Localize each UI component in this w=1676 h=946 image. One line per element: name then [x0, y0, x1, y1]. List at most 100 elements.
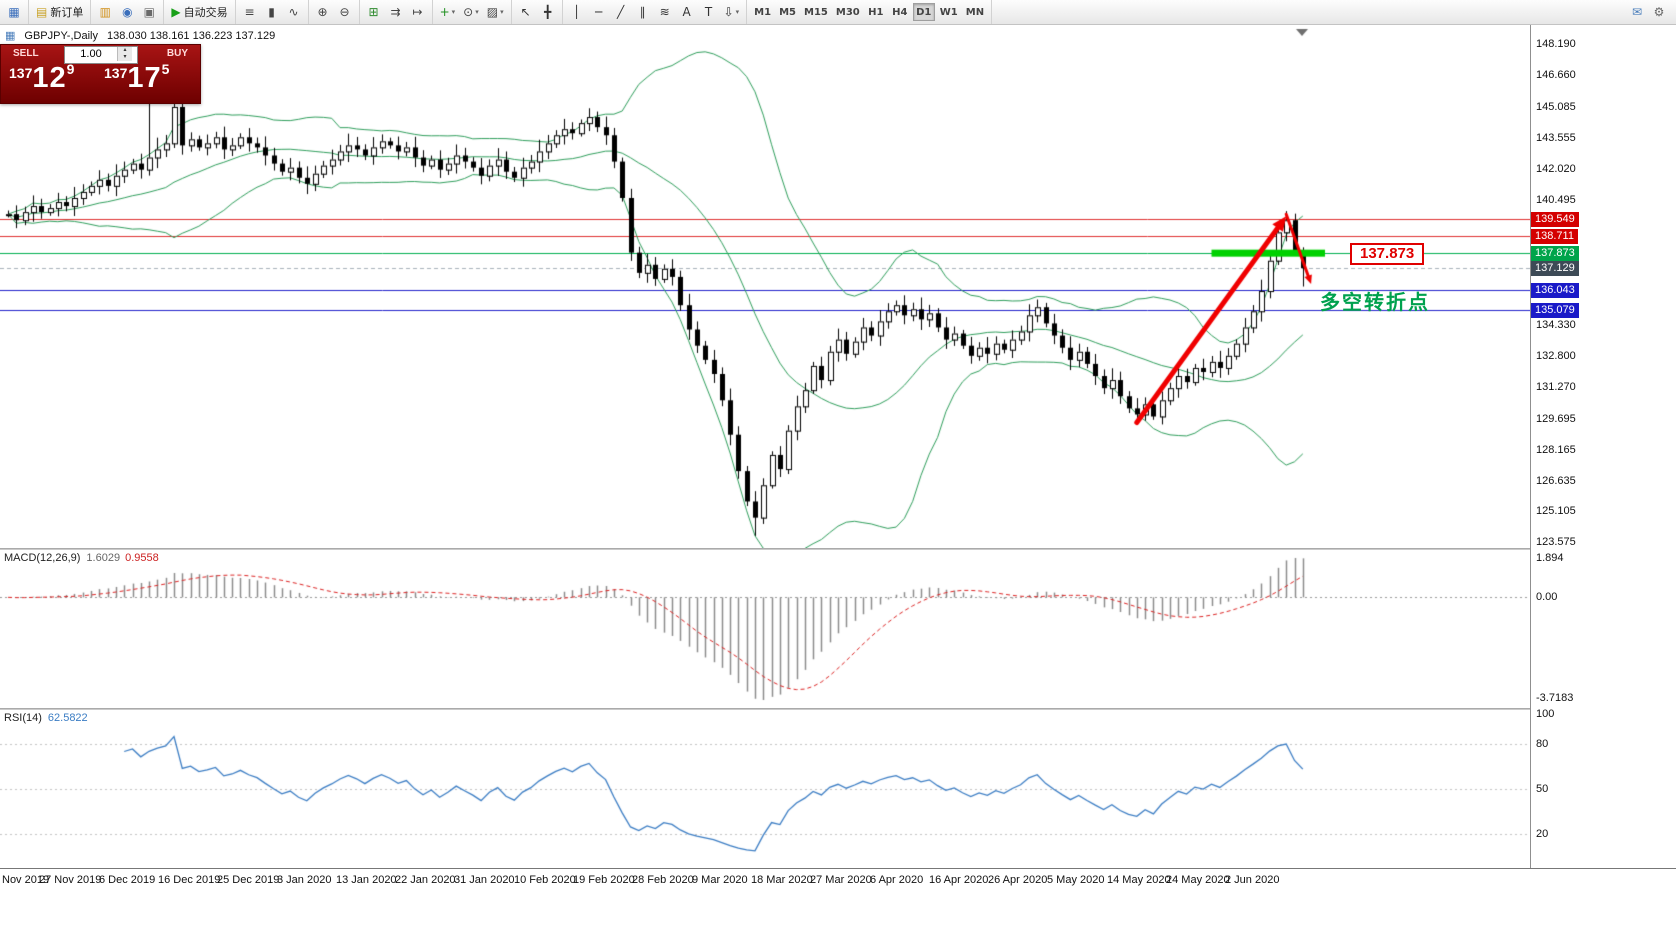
turning-point-label[interactable]: 多空转折点: [1320, 292, 1430, 314]
autotrading-button-label: 自动交易: [183, 7, 228, 19]
tile-windows-icon-glyph: ⊞: [368, 5, 379, 19]
rsi-scale-label: 50: [1536, 783, 1549, 795]
templates-icon-glyph: ▨: [486, 5, 499, 19]
rsi-scale-label: 80: [1536, 738, 1549, 750]
main-toolbar: ▦ ▤ 新订单 ▥ ◉ ▣ ▶ 自动交易 ≡ ▮ ∿ ⊕ ⊖ ⊞ ⇉ ↦ + ▾ ⊙ ▾ ▨ ▾ ↖ ╋ │ ─ ╱ ∥ ≋ A T ⇩ ▾ M1…: [0, 0, 1676, 25]
new-chart-icon[interactable]: ▦: [4, 2, 24, 22]
timeframe-button-h4[interactable]: H4: [889, 3, 911, 21]
autotrading-button[interactable]: ▶ 自动交易: [168, 2, 230, 22]
trade-panel-header: SELL ▴ ▾ BUY: [1, 45, 200, 64]
auto-scroll-icon[interactable]: ⇉: [386, 2, 406, 22]
label-icon[interactable]: T: [699, 2, 719, 22]
date-label: 25 Dec 2019: [217, 874, 280, 886]
tile-windows-icon[interactable]: ⊞: [364, 2, 384, 22]
date-label: 24 May 2020: [1166, 874, 1230, 886]
channel-icon[interactable]: ∥: [633, 2, 653, 22]
templates-icon[interactable]: ▨ ▾: [484, 2, 507, 22]
volume-input[interactable]: [65, 47, 117, 61]
volume-increase-button[interactable]: ▴: [117, 47, 132, 54]
timeframe-toolbar: M1 M5 M15 M30 H1 H4 D1 W1 MN: [747, 0, 993, 24]
date-label: 27 Mar 2020: [810, 874, 872, 886]
volume-field[interactable]: ▴ ▾: [64, 46, 138, 64]
sell-button[interactable]: 137129: [9, 61, 74, 95]
horizontal-line-icon[interactable]: ─: [589, 2, 609, 22]
chat-icon[interactable]: ✉: [1627, 2, 1647, 22]
price-scale-label: 145.085: [1536, 101, 1576, 114]
price-scale-label: 123.575: [1536, 536, 1576, 549]
toolbar-group: + ▾ ⊙ ▾ ▨ ▾: [433, 0, 512, 24]
date-label: 10 Feb 2020: [514, 874, 576, 886]
indicators-icon[interactable]: + ▾: [437, 2, 459, 22]
buy-button[interactable]: 137175: [104, 61, 169, 95]
buy-label: BUY: [166, 48, 188, 59]
terminal-icon[interactable]: ▣: [139, 2, 159, 22]
date-label: 9 Mar 2020: [692, 874, 748, 886]
macd-scale-label: 1.894: [1536, 552, 1564, 564]
rsi-indicator-label: RSI(14) 62.5822: [4, 712, 88, 724]
timeframe-button-m1[interactable]: M1: [751, 3, 774, 21]
text-icon[interactable]: A: [677, 2, 697, 22]
vertical-line-icon-glyph: │: [572, 5, 581, 19]
macd-panel-separator[interactable]: [0, 548, 1676, 550]
date-label: 16 Apr 2020: [929, 874, 989, 886]
settings-icon[interactable]: ⚙: [1649, 2, 1669, 22]
price-scale-label: 132.800: [1536, 349, 1576, 362]
timeframe-button-mn[interactable]: MN: [963, 3, 987, 21]
zoom-in-icon-glyph: ⊕: [317, 5, 328, 19]
macd-canvas[interactable]: [0, 550, 1530, 708]
timeframe-button-h1[interactable]: H1: [865, 3, 887, 21]
timeframe-button-m5[interactable]: M5: [776, 3, 799, 21]
volume-decrease-button[interactable]: ▾: [117, 54, 132, 61]
dropdown-caret-icon: ▾: [500, 8, 504, 16]
bars-chart-icon[interactable]: ≡: [240, 2, 260, 22]
price-scale-label: 143.555: [1536, 132, 1576, 145]
line-chart-icon[interactable]: ∿: [284, 2, 304, 22]
crosshair-icon-glyph: ╋: [543, 5, 552, 19]
price-scale-label: 128.165: [1536, 443, 1576, 456]
chart-shift-icon[interactable]: ↦: [408, 2, 428, 22]
timeframe-button-m30[interactable]: M30: [833, 3, 863, 21]
text-icon-glyph: A: [682, 5, 691, 19]
price-scale-label: 148.190: [1536, 38, 1576, 51]
macd-main-value: 1.6029: [86, 552, 121, 564]
shapes-icon[interactable]: ⇩ ▾: [721, 2, 743, 22]
rsi-scale-label: 20: [1536, 828, 1549, 840]
timeframe-button-m15[interactable]: M15: [801, 3, 831, 21]
sell-price-main: 137: [9, 65, 33, 81]
horizontal-line-icon-glyph: ─: [594, 5, 603, 19]
zoom-in-icon[interactable]: ⊕: [313, 2, 333, 22]
toolbar-group: ▦: [0, 0, 29, 24]
crosshair-icon[interactable]: ╋: [538, 2, 558, 22]
macd-scale-label: 0.00: [1536, 591, 1558, 604]
toolbar-group: │ ─ ╱ ∥ ≋ A T ⇩ ▾: [563, 0, 748, 24]
main-chart-canvas[interactable]: [0, 24, 1530, 548]
rsi-panel-separator[interactable]: [0, 708, 1676, 710]
periods-icon[interactable]: ⊙ ▾: [460, 2, 482, 22]
dropdown-caret-icon: ▾: [735, 8, 740, 16]
cursor-icon-glyph: ↖: [520, 5, 531, 19]
price-scale-label: 140.495: [1536, 194, 1576, 207]
price-callout[interactable]: 137.873: [1350, 243, 1425, 265]
price-scale[interactable]: 148.190 146.660 145.085 143.555 142.020 140.4…: [1530, 24, 1676, 868]
time-scale[interactable]: Nov 2019 27 Nov 2019 6 Dec 2019 16 Dec 2019…: [0, 870, 1676, 892]
date-label: 19 Feb 2020: [573, 874, 635, 886]
rsi-canvas[interactable]: [0, 710, 1530, 868]
new-order-button[interactable]: ▤ 新订单: [33, 2, 86, 22]
price-tag: 135.079: [1531, 302, 1579, 318]
vertical-line-icon[interactable]: │: [567, 2, 587, 22]
cursor-icon[interactable]: ↖: [516, 2, 536, 22]
trendline-icon[interactable]: ╱: [611, 2, 631, 22]
market-watch-icon[interactable]: ▥: [95, 2, 115, 22]
fibonacci-icon[interactable]: ≋: [655, 2, 675, 22]
candlestick-chart-icon-glyph: ▮: [268, 5, 275, 19]
zoom-out-icon[interactable]: ⊖: [335, 2, 355, 22]
candlestick-chart-icon[interactable]: ▮: [262, 2, 282, 22]
buy-price-point: 5: [161, 61, 170, 77]
toolbar-group: ↖ ╋: [512, 0, 563, 24]
timeframe-button-w1[interactable]: W1: [937, 3, 961, 21]
timeframe-button-d1[interactable]: D1: [912, 3, 935, 21]
navigator-icon[interactable]: ◉: [117, 2, 137, 22]
dropdown-caret-icon: ▾: [451, 8, 456, 16]
date-label: Nov 2019: [2, 874, 50, 886]
shapes-icon-glyph: ⇩: [723, 5, 734, 19]
